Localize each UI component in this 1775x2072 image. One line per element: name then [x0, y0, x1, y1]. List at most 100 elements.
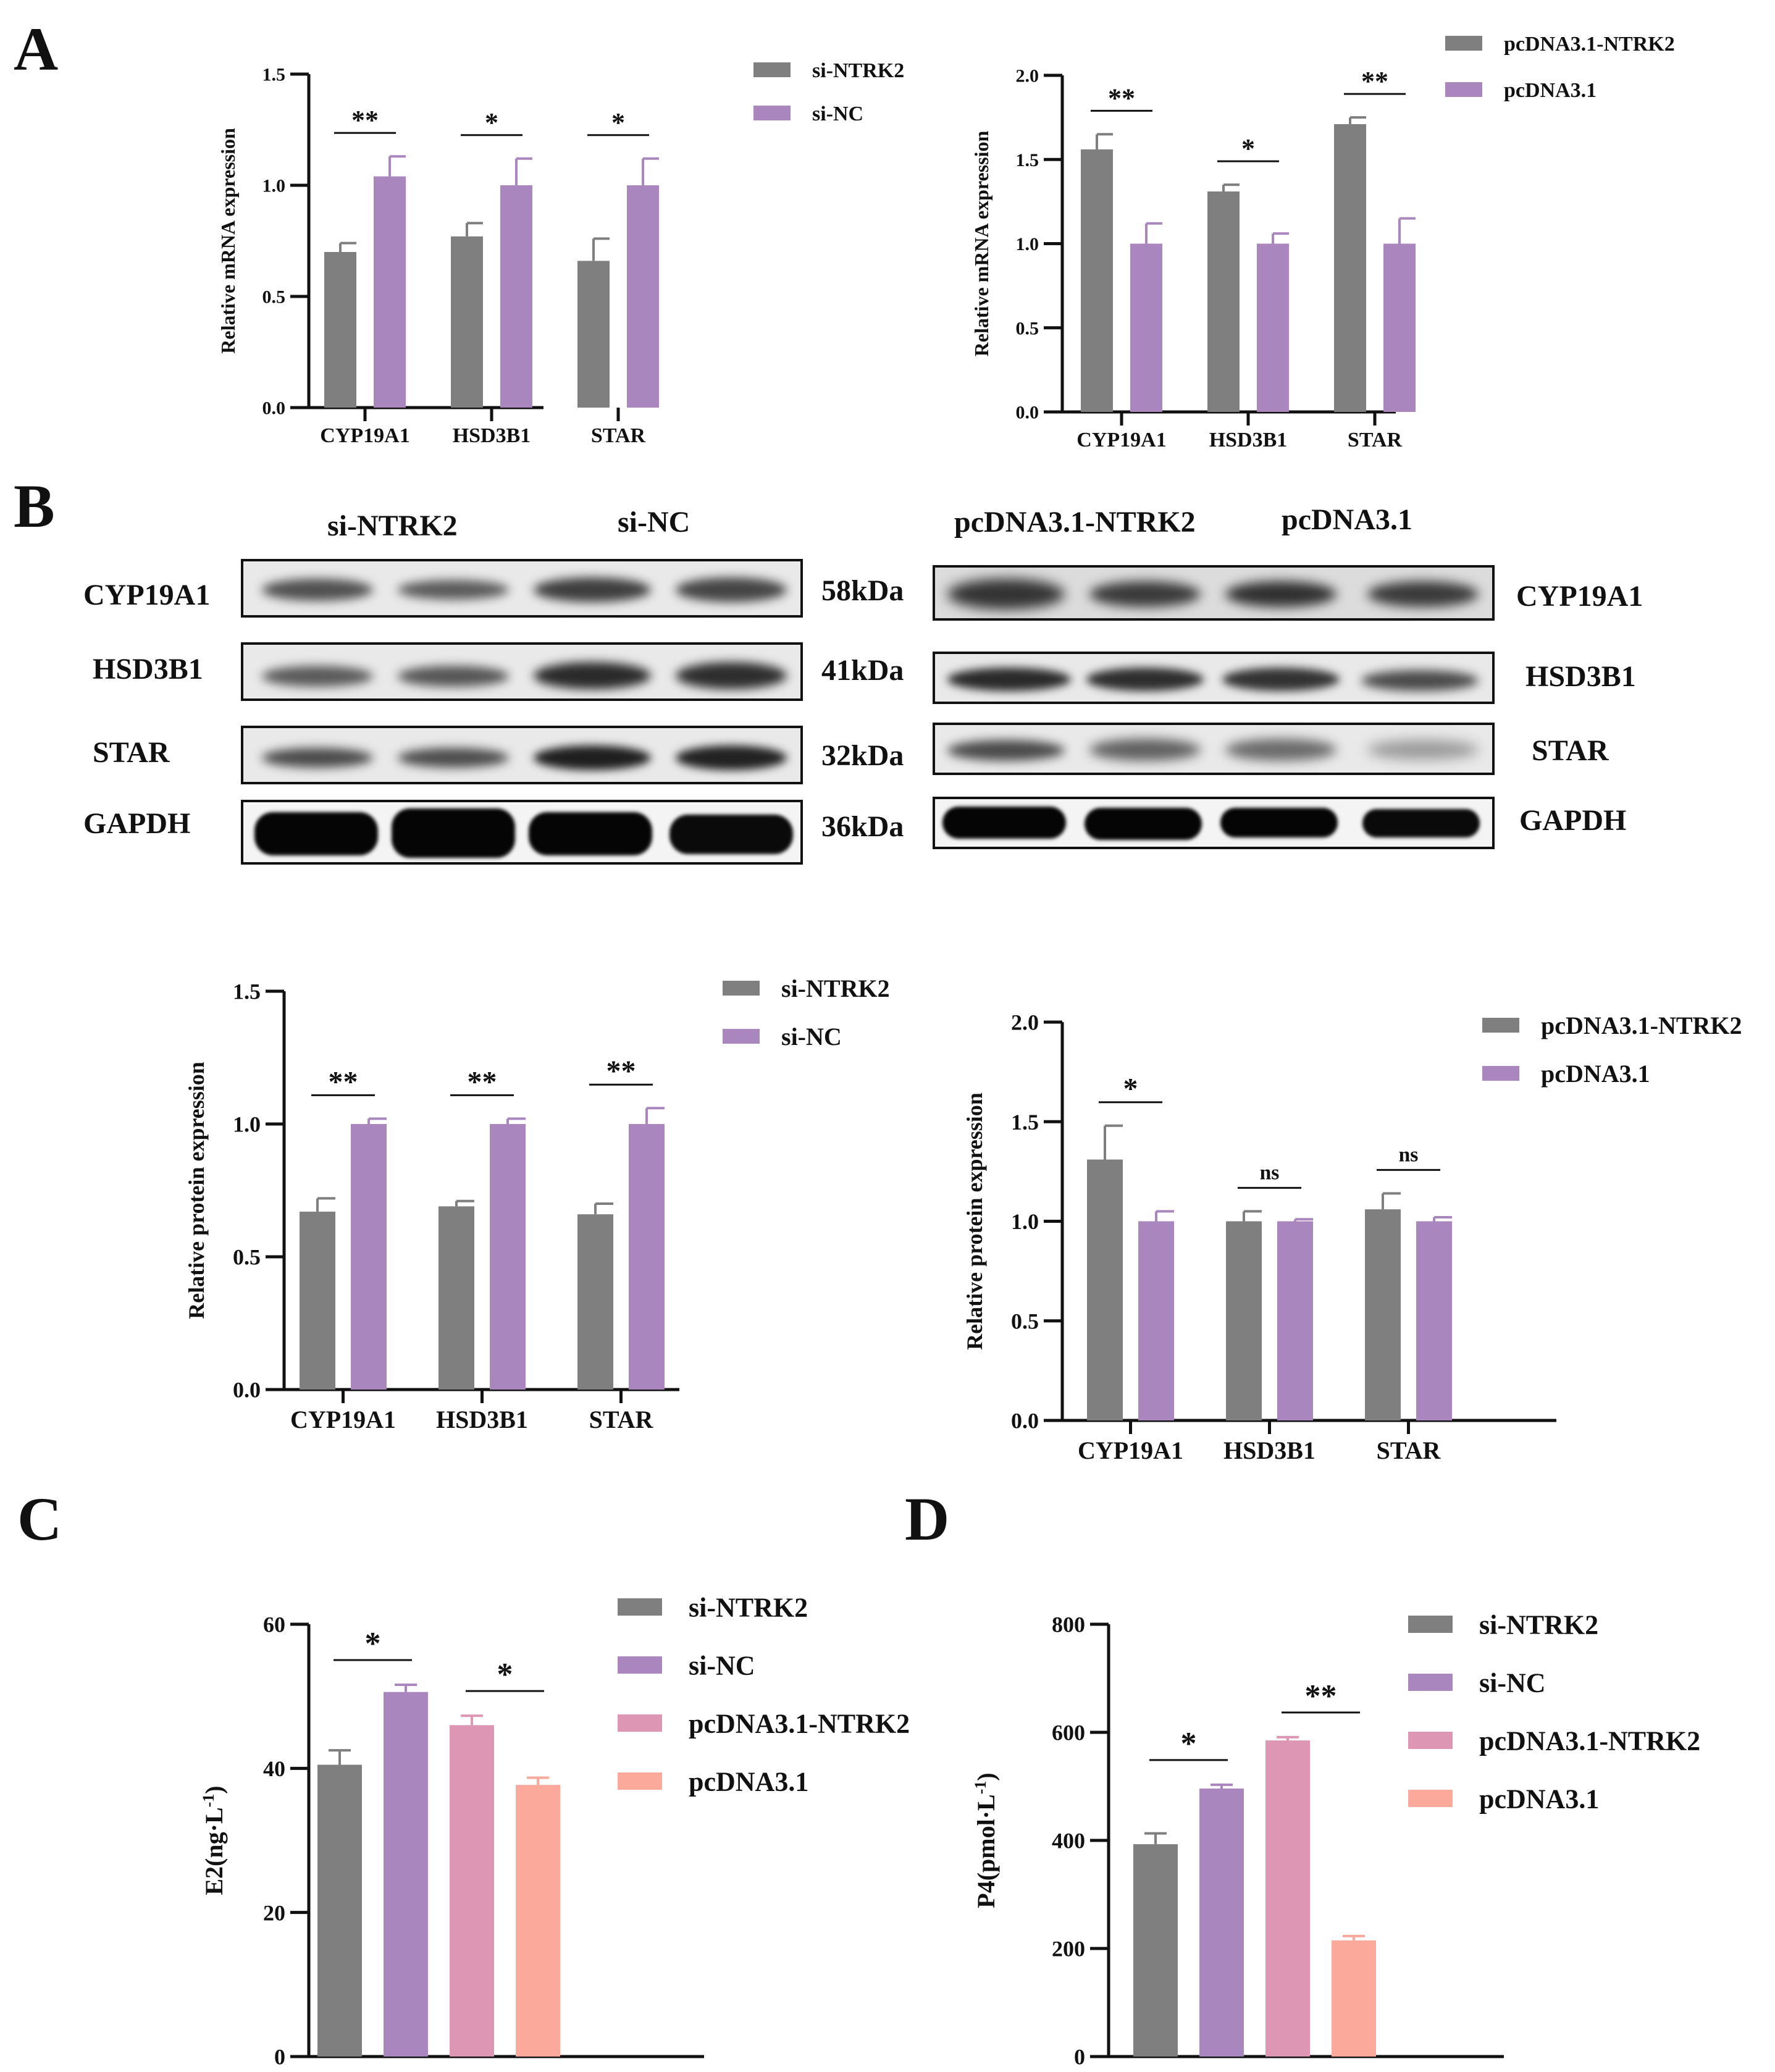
band: [398, 580, 509, 600]
chart-d-p4: 0200400600800P4(pmol·L-1)***si-NTRK2si-N…: [971, 1609, 1701, 2070]
band: [262, 579, 373, 601]
legend-swatch: [618, 1714, 662, 1732]
y-tick-label: 0.0: [1011, 1409, 1039, 1433]
blot-size-32kda: 32kDa: [821, 739, 904, 772]
bar-si-ntrk2: [577, 1214, 613, 1390]
y-tick-label: 0: [1074, 2045, 1085, 2070]
legend-swatch: [753, 106, 791, 120]
legend-label: si-NC: [1479, 1667, 1546, 1698]
y-axis-label-end: ): [972, 1772, 1000, 1780]
chart-a-right-mrna: 0.0 0.5 1.0 1.5 2.0 Relative mRNA expression C…: [970, 33, 1675, 451]
band: [676, 745, 787, 770]
bar-si-ntrk2: [324, 252, 356, 408]
bar-si-nc: [374, 176, 406, 408]
x-tick-label: CYP19A1: [1078, 1437, 1183, 1464]
bar-pcdna3.1-ntrk2: [1081, 149, 1113, 412]
significance-label: **: [329, 1065, 358, 1098]
x-tick-label: HSD3B1: [1223, 1437, 1316, 1464]
band: [1225, 581, 1336, 607]
x-tick-label: STAR: [1377, 1437, 1441, 1464]
blot-right-group1-label: pcDNA3.1-NTRK2: [954, 506, 1196, 539]
y-tick-label: 60: [263, 1613, 285, 1637]
legend-label: pcDNA3.1-NTRK2: [1541, 1012, 1742, 1039]
legend-label: si-NTRK2: [1479, 1609, 1598, 1640]
bar-pcdna3.1: [1257, 243, 1289, 412]
significance-label: **: [1108, 83, 1135, 113]
bar-pcdna3.1: [1332, 1940, 1376, 2057]
y-tick-label: 200: [1052, 1937, 1085, 1961]
y-tick-label: 600: [1052, 1721, 1085, 1745]
blot-right-gapdh-strip: [933, 797, 1495, 849]
band: [1367, 581, 1479, 607]
significance-label: *: [1123, 1073, 1138, 1105]
band: [1086, 668, 1204, 691]
legend-label: pcDNA3.1-NTRK2: [689, 1708, 910, 1739]
significance-label: **: [351, 105, 379, 135]
y-tick-label: 400: [1052, 1829, 1085, 1853]
band: [676, 662, 787, 689]
band: [1085, 808, 1202, 840]
chart-a-left-mrna: 0.0 0.5 1.0 1.5 Relative mRNA expression CYP1…: [217, 59, 904, 447]
band: [398, 666, 509, 687]
bar-si-ntrk2: [439, 1206, 474, 1390]
blot-size-58kda: 58kDa: [821, 574, 904, 607]
y-axis-label: Relative mRNA expression: [970, 131, 992, 357]
y-tick-label: 1.0: [262, 176, 286, 196]
blot-left-group1-label: si-NTRK2: [327, 510, 458, 542]
legend-swatch: [1408, 1674, 1453, 1691]
bar-si-nc: [627, 185, 659, 408]
y-tick-label: 1.5: [1011, 1110, 1039, 1135]
significance-label: *: [365, 1626, 381, 1661]
band: [529, 812, 652, 855]
y-tick-label: 0: [274, 2045, 285, 2070]
panel-label-c: C: [17, 1485, 62, 1553]
significance-label: **: [1361, 66, 1388, 96]
band: [1222, 668, 1340, 691]
bar-si-ntrk2: [1133, 1844, 1178, 2057]
bar-pcdna3.1-ntrk2: [1365, 1209, 1401, 1420]
blot-right-group2-label: pcDNA3.1: [1282, 503, 1412, 536]
blot-left-group2-label: si-NC: [618, 506, 690, 539]
y-tick-label: 1.0: [1011, 1209, 1039, 1234]
significance-label: ns: [1399, 1143, 1419, 1166]
band: [1089, 739, 1201, 761]
blot-size-36kda: 36kDa: [821, 810, 904, 843]
blot-right-cyp19a1-strip: [933, 565, 1495, 621]
y-axis-label: E2(ng·L-1): [199, 1785, 229, 1895]
band: [669, 815, 793, 854]
bar-pcdna3.1-ntrk2: [1207, 191, 1240, 412]
legend-label: si-NTRK2: [812, 59, 904, 82]
bar-pcdna3.1-ntrk2: [1226, 1221, 1262, 1420]
blot-left-label-cyp19a1: CYP19A1: [83, 579, 211, 611]
y-tick-label: 0.0: [1016, 403, 1039, 423]
band: [398, 748, 509, 768]
blot-right-hsd3b1-strip: [933, 652, 1495, 704]
y-tick-label: 1.5: [233, 979, 261, 1004]
band: [1362, 809, 1480, 837]
bar-si-ntrk2: [451, 236, 483, 408]
y-axis-label-superscript: -1: [971, 1781, 989, 1795]
bar-pcdna3.1-ntrk2: [1087, 1159, 1123, 1420]
bar-pcdna3.1: [1138, 1221, 1174, 1420]
band: [1225, 739, 1336, 761]
y-tick-label: 0.5: [262, 287, 286, 308]
band: [947, 668, 1071, 691]
y-tick-label: 1.5: [1016, 150, 1039, 170]
bar-pcdna3.1: [516, 1785, 560, 2057]
bar-pcdna3.1-ntrk2: [450, 1725, 494, 2057]
band: [392, 808, 515, 858]
legend-label: pcDNA3.1-NTRK2: [1479, 1726, 1700, 1756]
blot-right-label-hsd3b1: HSD3B1: [1525, 660, 1636, 693]
panel-label-b: B: [14, 472, 55, 540]
legend-label: pcDNA3.1: [1479, 1784, 1599, 1814]
band: [947, 740, 1065, 761]
bar-si-nc: [1199, 1789, 1244, 2057]
legend-swatch: [1408, 1616, 1453, 1633]
bar-pcdna3.1-ntrk2: [1334, 124, 1366, 412]
y-tick-label: 40: [263, 1756, 285, 1781]
legend-label: si-NC: [812, 103, 863, 125]
bar-si-ntrk2: [577, 261, 610, 408]
y-tick-label: 0.0: [233, 1378, 261, 1403]
significance-label: **: [606, 1055, 636, 1088]
significance-label: *: [497, 1657, 513, 1692]
